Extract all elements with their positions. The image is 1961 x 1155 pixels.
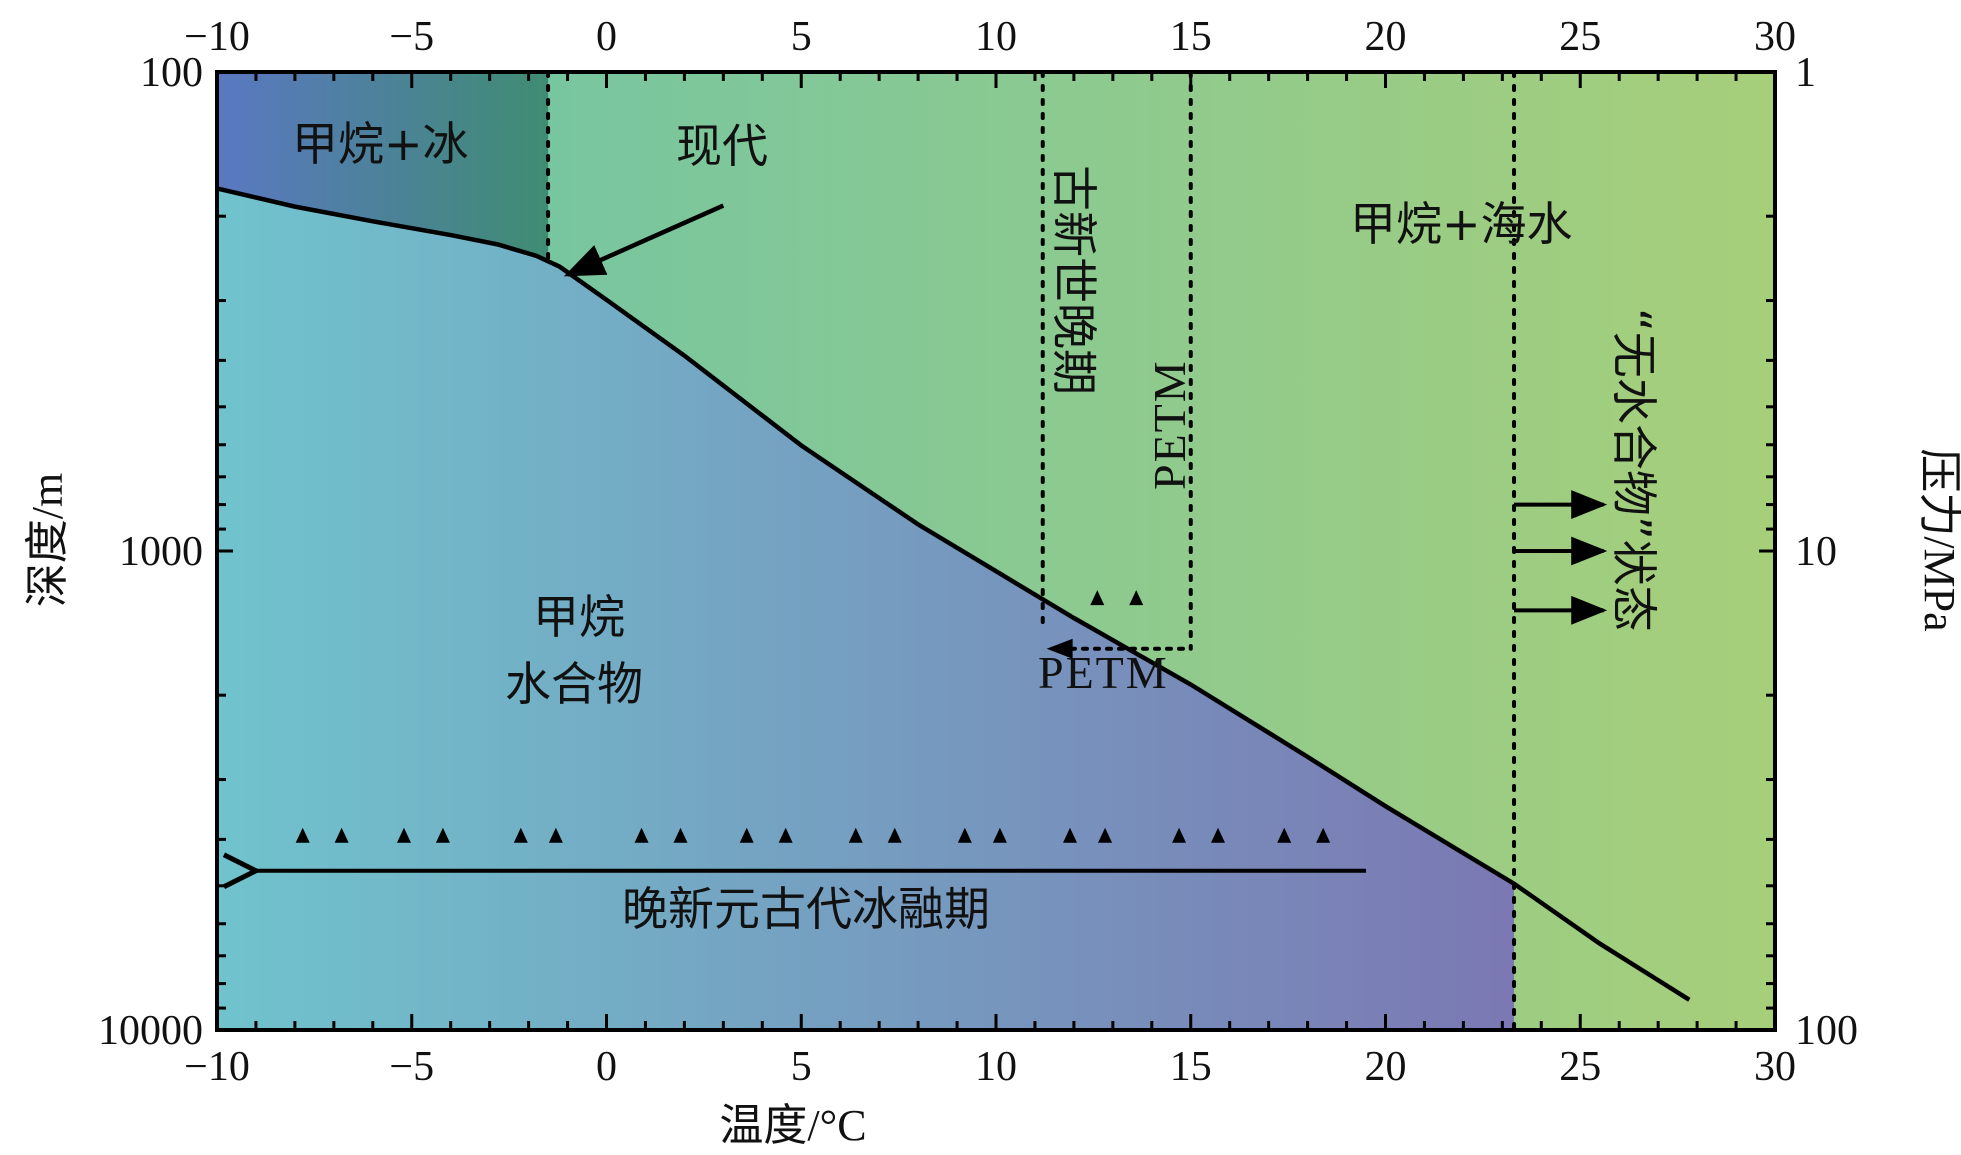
x-axis-title: 温度/°C xyxy=(719,1101,866,1150)
y-axis-title-left: 深度/m xyxy=(23,473,72,607)
x-tick-label-bottom: −5 xyxy=(389,1044,434,1090)
triangle-main-6 xyxy=(634,827,649,843)
triangle-main-12 xyxy=(957,827,972,843)
x-tick-label-top: 5 xyxy=(791,14,812,60)
label-hydrate-line2: 水合物 xyxy=(505,657,643,711)
triangle-main-13 xyxy=(992,827,1007,843)
triangle-main-18 xyxy=(1277,827,1292,843)
x-tick-label-bottom: 10 xyxy=(975,1044,1017,1090)
triangle-main-3 xyxy=(435,827,450,843)
y-tick-label-right: 10 xyxy=(1795,529,1837,575)
label-hydrate-line1: 甲烷 xyxy=(533,590,625,644)
x-tick-label-top: 25 xyxy=(1559,14,1601,60)
triangle-main-14 xyxy=(1063,827,1078,843)
x-tick-label-top: 30 xyxy=(1754,14,1796,60)
x-tick-label-top: 20 xyxy=(1365,14,1407,60)
triangle-main-0 xyxy=(295,827,310,843)
stability-boundary-line xyxy=(216,186,1691,1002)
x-tick-label-top: −10 xyxy=(184,14,250,60)
triangle-main-7 xyxy=(673,827,688,843)
y-tick-label-left: 100 xyxy=(140,50,203,96)
label-methane-ice: 甲烷+冰 xyxy=(292,117,469,171)
hydrate-region xyxy=(217,188,1515,1030)
label-late-paleocene: 古新世晚期 xyxy=(1047,165,1101,395)
triangle-petm-0 xyxy=(1090,590,1105,606)
label-anhydrous-state: “无水合物”状态 xyxy=(1607,308,1661,632)
label-neoproterozoic: 晚新元古代冰融期 xyxy=(622,882,990,936)
triangle-petm-1 xyxy=(1129,590,1144,606)
triangle-main-2 xyxy=(396,827,411,843)
x-tick-label-top: 10 xyxy=(975,14,1017,60)
x-tick-label-top: 15 xyxy=(1170,14,1212,60)
triangle-main-11 xyxy=(887,827,902,843)
triangle-main-10 xyxy=(848,827,863,843)
x-tick-label-bottom: 5 xyxy=(791,1044,812,1090)
y-axis-title-right: 压力/MPa xyxy=(1915,448,1961,631)
x-tick-label-top: 0 xyxy=(596,14,617,60)
x-tick-label-bottom: 0 xyxy=(596,1044,617,1090)
petm-arrowhead xyxy=(1046,638,1073,659)
ice-region xyxy=(217,72,549,262)
x-tick-label-bottom: −10 xyxy=(184,1044,250,1090)
x-tick-label-bottom: 15 xyxy=(1170,1044,1212,1090)
triangle-main-15 xyxy=(1098,827,1113,843)
label-methane-seawater: 甲烷+海水 xyxy=(1350,197,1573,251)
triangle-main-19 xyxy=(1316,827,1331,843)
label-modern: 现代 xyxy=(676,119,768,173)
x-tick-label-bottom: 25 xyxy=(1559,1044,1601,1090)
triangle-main-5 xyxy=(548,827,563,843)
triangle-main-17 xyxy=(1211,827,1226,843)
triangle-main-16 xyxy=(1172,827,1187,843)
x-tick-label-top: −5 xyxy=(389,14,434,60)
y-tick-label-right: 1 xyxy=(1795,50,1816,96)
triangle-main-8 xyxy=(739,827,754,843)
triangle-main-4 xyxy=(513,827,528,843)
x-tick-label-bottom: 20 xyxy=(1365,1044,1407,1090)
y-tick-label-right: 100 xyxy=(1795,1008,1858,1054)
label-petm-horizontal: PETM xyxy=(1038,647,1169,698)
y-tick-label-left: 10000 xyxy=(98,1008,203,1054)
triangle-main-1 xyxy=(334,827,349,843)
x-tick-label-bottom: 30 xyxy=(1754,1044,1796,1090)
modern-arrow xyxy=(563,203,725,277)
label-petm-vertical: PETM xyxy=(1144,359,1195,490)
triangle-main-9 xyxy=(778,827,793,843)
y-tick-label-left: 1000 xyxy=(119,529,203,575)
